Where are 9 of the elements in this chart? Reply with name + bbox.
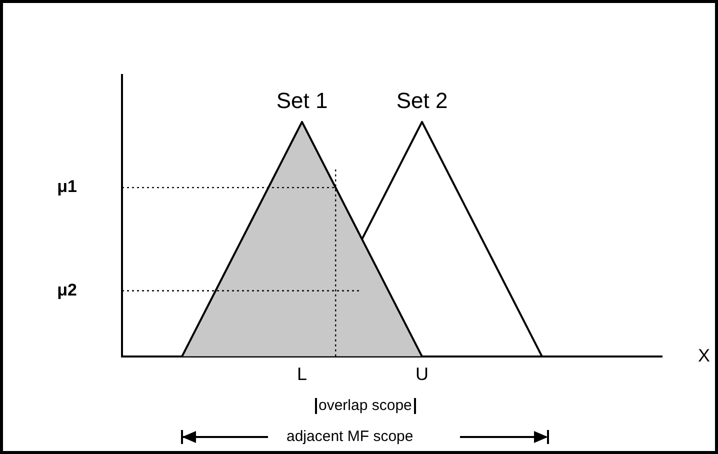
series-label: Set 2 <box>396 88 448 113</box>
x-tick-label: L <box>296 364 308 384</box>
ref-line-label: μ1 <box>57 177 77 196</box>
text: adjacent MF scope <box>286 428 414 445</box>
x-axis-title: X <box>698 345 710 366</box>
text: overlap scope <box>314 397 416 414</box>
series-label: Set 1 <box>276 88 328 113</box>
ref-line-label: μ2 <box>57 280 77 300</box>
x-tick-label: U <box>416 364 428 384</box>
